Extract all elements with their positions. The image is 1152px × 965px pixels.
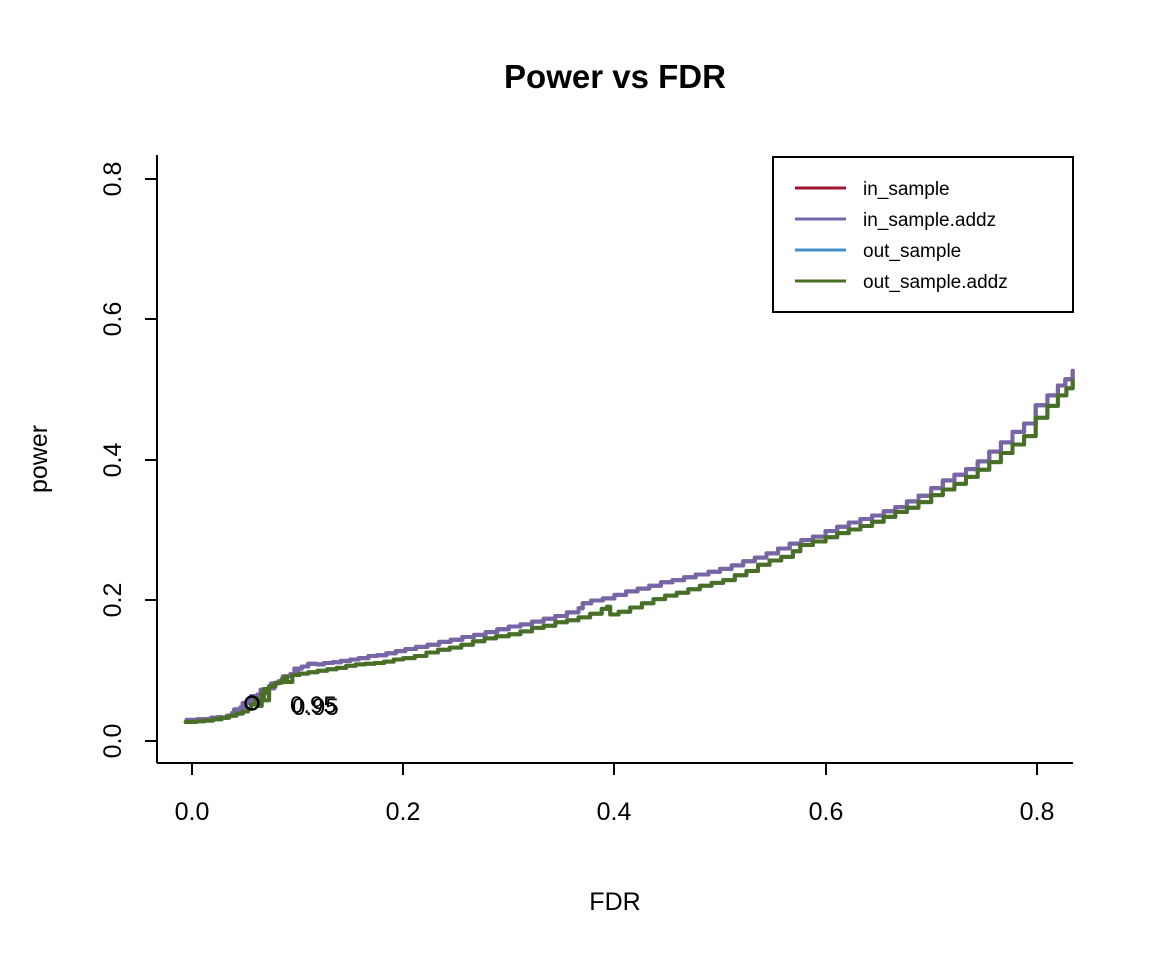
y-axis-ticks [145,178,157,742]
y-tick-label: 0.0 [99,724,127,759]
y-axis-label: power [25,425,53,493]
threshold-annotation: 0.95 0.95 [290,692,339,721]
threshold-marker [244,695,260,711]
series-in_sample.addz-curve [184,368,1075,722]
x-tick-label: 0.0 [175,798,210,826]
threshold-annotation-shadow: 0.95 [292,694,339,721]
legend-label-in-sample: in_sample [863,179,950,200]
y-tick-label: 0.6 [99,302,127,337]
y-axis-tick-labels: 0.0 0.2 0.4 0.6 0.8 [99,162,127,759]
x-tick-label: 0.4 [597,798,632,826]
y-tick-label: 0.4 [99,443,127,478]
legend-label-out-sample: out_sample [863,241,961,262]
x-axis-label: FDR [589,888,640,916]
legend-label-in-sample-addz: in_sample.addz [863,210,996,231]
curves-layer [183,368,1075,724]
series-in_sample-curve [184,368,1075,722]
legend: in_sample in_sample.addz out_sample out_… [772,156,1074,313]
chart-title: Power vs FDR [504,58,726,95]
legend-label-out-sample-addz: out_sample.addz [863,272,1008,293]
y-tick-label: 0.2 [99,583,127,618]
series-out_sample.addz-curve [183,378,1075,724]
x-tick-label: 0.2 [386,798,421,826]
x-tick-label: 0.8 [1020,798,1055,826]
threshold-annotation-text: 0.95 [290,692,337,719]
x-axis-ticks [191,763,1038,775]
legend-box [772,156,1074,313]
x-axis-tick-labels: 0.0 0.2 0.4 0.6 0.8 [175,798,1055,826]
x-tick-label: 0.6 [809,798,844,826]
y-tick-label: 0.8 [99,162,127,197]
